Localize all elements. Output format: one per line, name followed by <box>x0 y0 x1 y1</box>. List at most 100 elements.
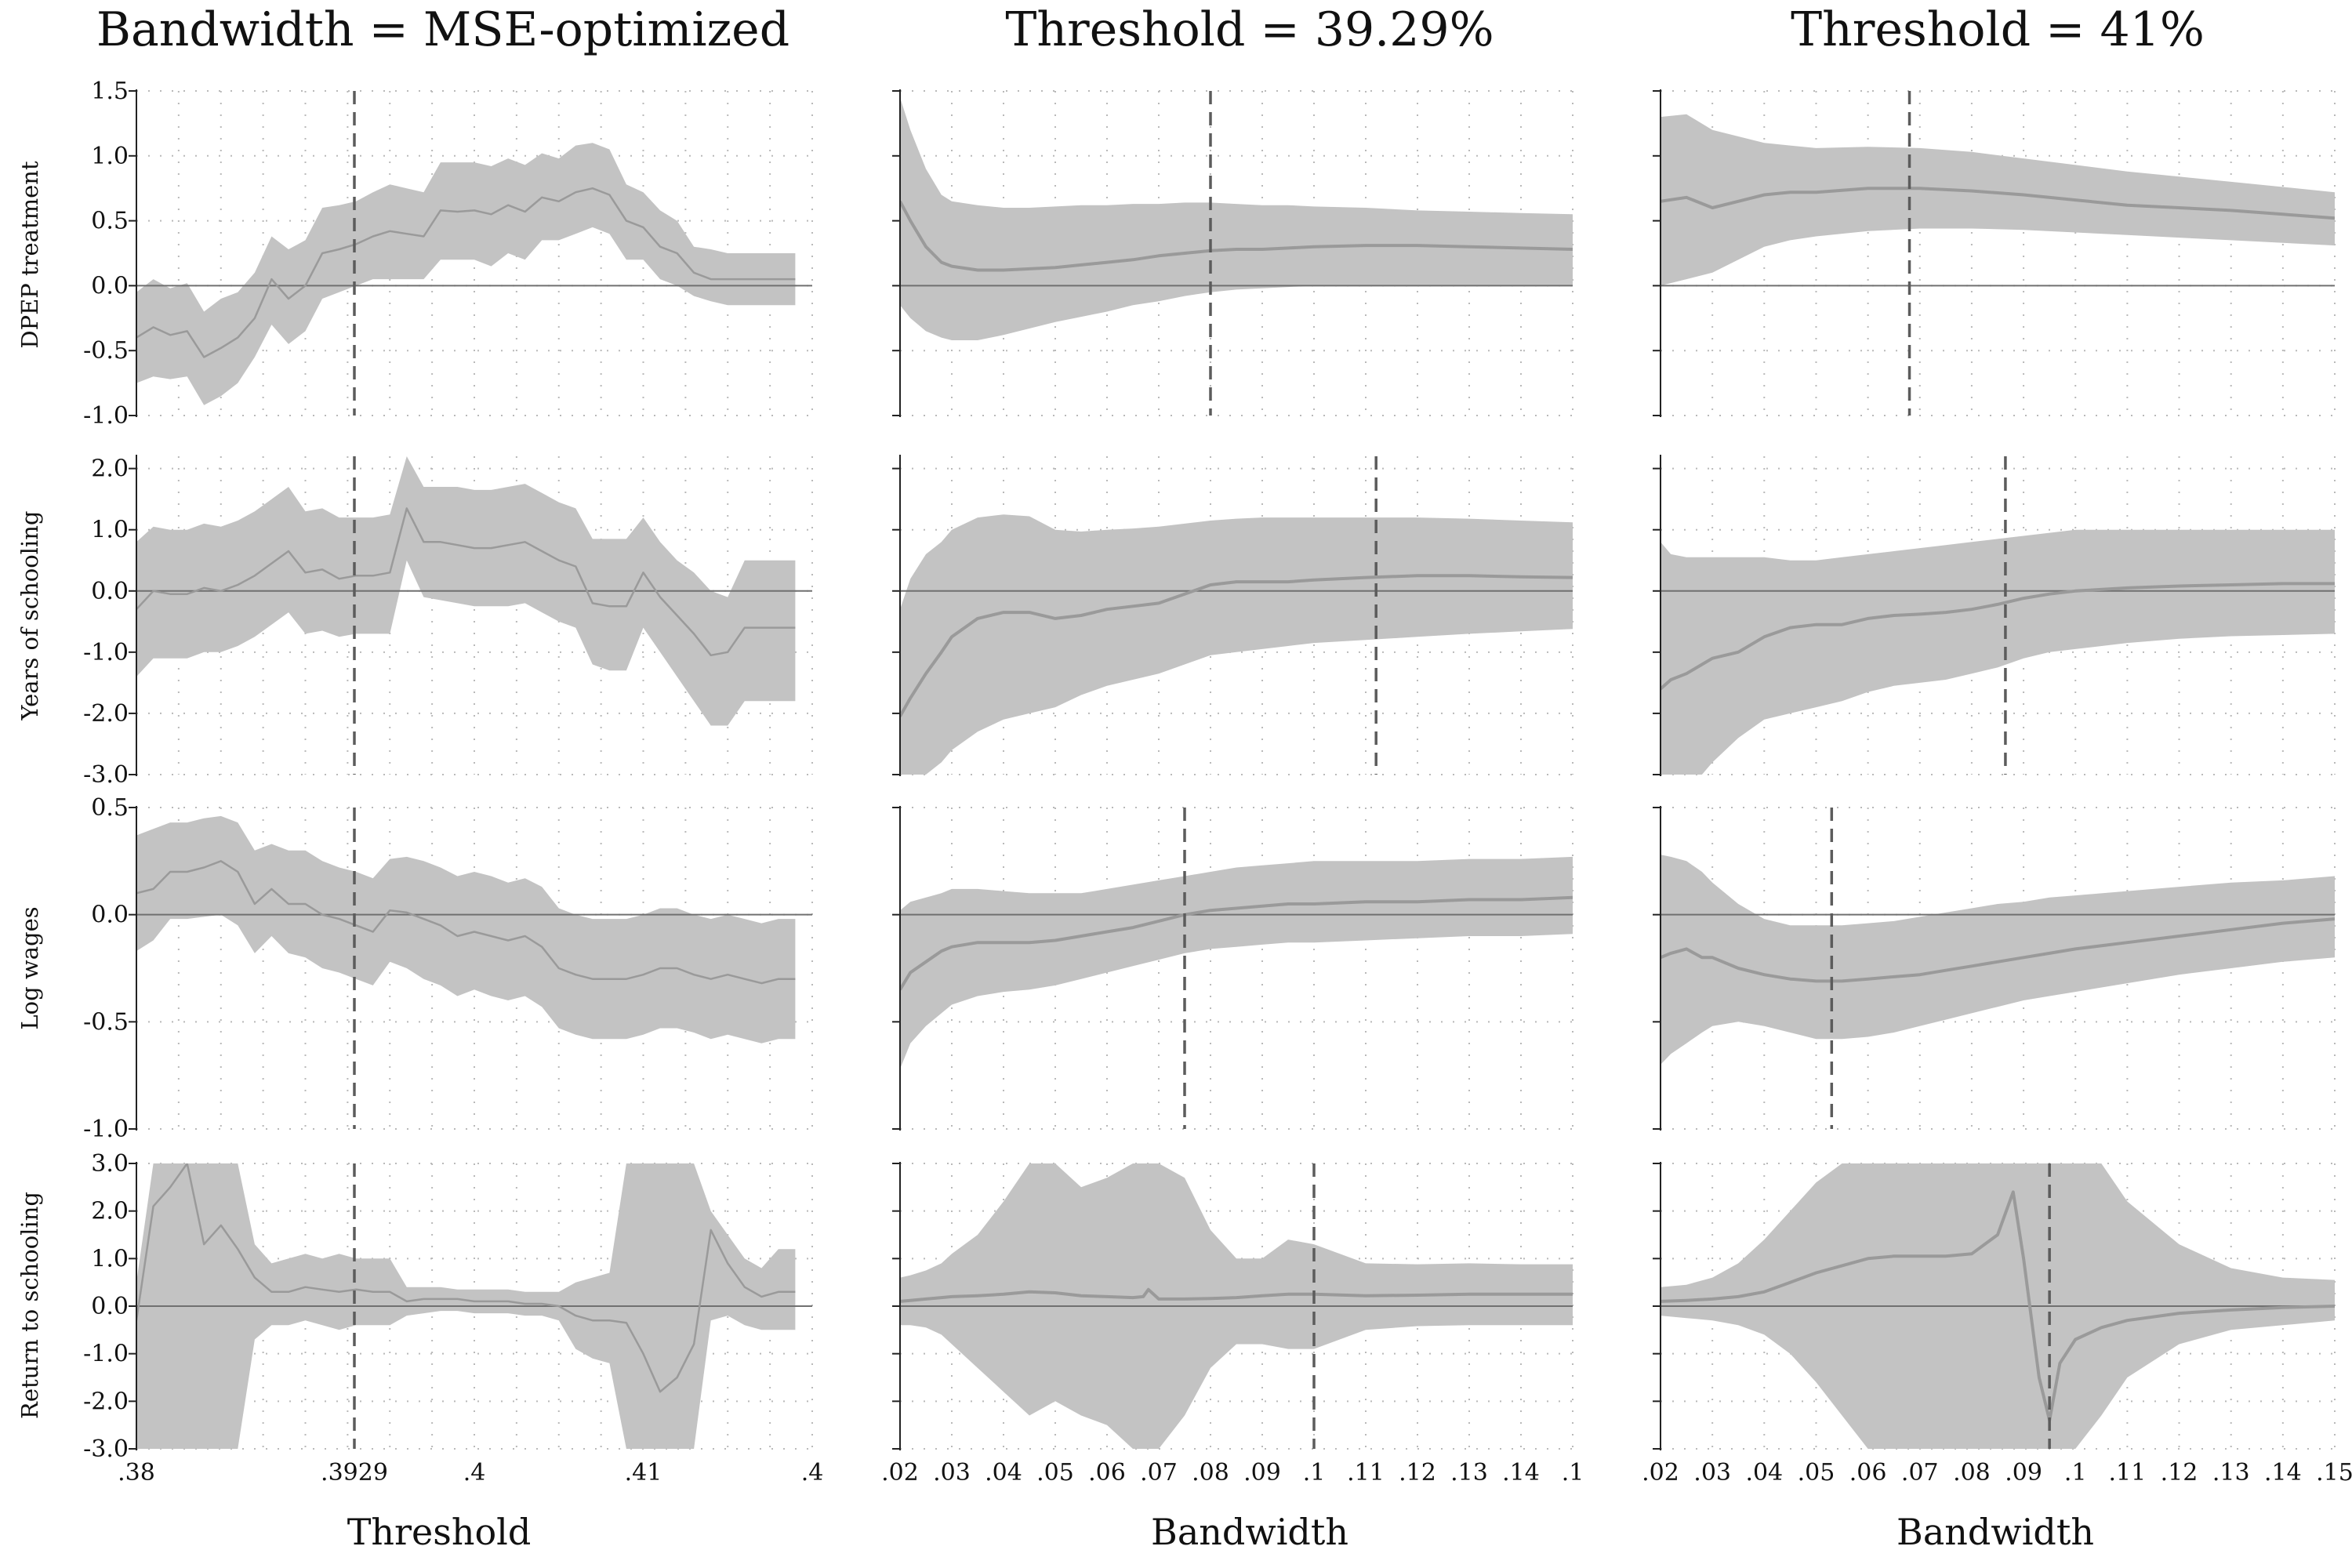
y-tick-label: 2.0 <box>91 1198 129 1225</box>
x-tick-label: .11 <box>1347 1459 1385 1486</box>
estimate-line <box>1661 917 2335 983</box>
estimate-line <box>1661 1190 2335 1422</box>
confidence-band <box>136 815 796 1044</box>
x-axis-title: Threshold <box>347 1511 532 1553</box>
x-tick-label: .4 <box>801 1459 824 1486</box>
estimate-line <box>136 1163 796 1393</box>
row-label: Return to schooling <box>16 1192 43 1419</box>
y-tick-label: -1.0 <box>83 402 129 430</box>
panel: 3.0 2.0 1.0 0.0 -1.0 -2.0 -3.0.38 .3929 .4 .41 .4 <box>83 1150 823 1486</box>
panel: 0.5 0.0 -0.5 -1.0 <box>83 794 813 1143</box>
panel: 1.5 1.0 0.5 0.0 -0.5 -1.0 <box>83 78 813 430</box>
estimate-line <box>1661 187 2335 220</box>
estimate-line <box>900 1287 1573 1303</box>
x-tick-label: .04 <box>985 1459 1022 1486</box>
row-label: DPEP treatment <box>16 161 43 349</box>
y-tick-label: 1.0 <box>91 1245 129 1272</box>
panel: .02 .03 .04 .05 .06 .07 .08 .09 .1 .11 .12 .13 .14 .1 <box>881 1162 1584 1486</box>
y-tick-label: 1.0 <box>91 517 129 544</box>
y-tick-label: -2.0 <box>83 700 129 728</box>
x-tick-label: .14 <box>1502 1459 1540 1486</box>
x-tick-label: .14 <box>2264 1459 2302 1486</box>
y-tick-label: -0.5 <box>83 1008 129 1036</box>
x-tick-label: .07 <box>1140 1459 1178 1486</box>
x-tick-label: .05 <box>1798 1459 1835 1486</box>
estimate-line <box>136 860 796 985</box>
y-tick-label: 1.5 <box>91 78 129 105</box>
x-tick-label: .1 <box>1562 1459 1584 1486</box>
panel <box>892 455 1573 776</box>
x-tick-label: .02 <box>1642 1459 1679 1486</box>
y-tick-label: -0.5 <box>83 337 129 365</box>
x-tick-label: .08 <box>1192 1459 1229 1486</box>
x-tick-label: .13 <box>2212 1459 2250 1486</box>
panel <box>1653 806 2336 1131</box>
y-tick-label: 1.0 <box>91 143 129 170</box>
x-tick-label: .03 <box>933 1459 971 1486</box>
panel: 2.0 1.0 0.0 -1.0 -2.0 -3.0 <box>83 455 813 789</box>
y-tick-label: 0.5 <box>91 208 129 235</box>
x-tick-label: .09 <box>2005 1459 2042 1486</box>
confidence-band <box>136 143 796 405</box>
y-tick-label: 0.0 <box>91 272 129 299</box>
confidence-band <box>1661 855 2335 1065</box>
x-tick-label: .12 <box>2161 1459 2198 1486</box>
column-title: Threshold = 39.29% <box>1005 2 1494 57</box>
y-tick-label: -1.0 <box>83 1116 129 1143</box>
confidence-band <box>1661 114 2335 286</box>
x-tick-label: .07 <box>1901 1459 1939 1486</box>
estimate-line <box>1661 582 2335 691</box>
x-tick-label: .03 <box>1693 1459 1731 1486</box>
x-tick-label: .4 <box>463 1459 486 1486</box>
x-tick-label: .3929 <box>321 1459 388 1486</box>
panel: .02 .03 .04 .05 .06 .07 .08 .09 .1 .11 .12 .13 .14 .1… <box>1642 1162 2352 1486</box>
x-tick-label: .41 <box>625 1459 662 1486</box>
y-tick-label: 3.0 <box>91 1150 129 1178</box>
panels: 1.5 1.0 0.5 0.0 -0.5 -1.0 2.0 1.0 0.0 -1.0 -2.0 -3.… <box>83 78 2352 1486</box>
x-tick-label: .1 <box>2064 1459 2087 1486</box>
x-tick-label: .11 <box>2109 1459 2147 1486</box>
row-label: Years of schooling <box>16 511 43 721</box>
panel <box>892 89 1573 417</box>
x-tick-label: .15 <box>2316 1459 2352 1486</box>
y-tick-label: 2.0 <box>91 456 129 483</box>
column-titles: Bandwidth = MSE-optimized Threshold = 39… <box>96 2 2205 57</box>
x-axis-title: Bandwidth <box>1896 1511 2094 1553</box>
column-title: Bandwidth = MSE-optimized <box>96 2 789 57</box>
x-tick-label: .08 <box>1953 1459 1991 1486</box>
x-tick-label: .12 <box>1399 1459 1436 1486</box>
x-tick-label: .13 <box>1450 1459 1488 1486</box>
y-tick-label: -3.0 <box>83 1436 129 1463</box>
panel <box>1653 455 2336 776</box>
row-label: Log wages <box>16 906 43 1029</box>
estimate-line <box>900 200 1573 272</box>
panel <box>1653 89 2336 417</box>
x-tick-label: .06 <box>1088 1459 1126 1486</box>
y-tick-label: 0.0 <box>91 578 129 605</box>
estimate-line <box>900 574 1573 717</box>
confidence-band <box>900 97 1573 341</box>
row-labels: DPEP treatment Years of schooling Log wa… <box>16 161 43 1419</box>
estimate-line <box>136 507 796 657</box>
y-tick-label: 0.0 <box>91 1293 129 1320</box>
y-tick-label: 0.0 <box>91 902 129 929</box>
x-tick-label: .1 <box>1303 1459 1326 1486</box>
x-axis-title: Bandwidth <box>1151 1511 1348 1553</box>
confidence-band <box>1661 529 2335 775</box>
y-tick-label: -1.0 <box>83 639 129 666</box>
estimate-line <box>900 895 1573 991</box>
x-tick-label: .06 <box>1849 1459 1887 1486</box>
x-axis-titles: Threshold Bandwidth Bandwidth <box>347 1511 2094 1553</box>
x-tick-label: .38 <box>118 1459 155 1486</box>
confidence-band <box>900 856 1573 1069</box>
column-title: Threshold = 41% <box>1791 2 2205 57</box>
confidence-band <box>900 514 1573 775</box>
x-tick-label: .04 <box>1745 1459 1783 1486</box>
y-tick-label: -2.0 <box>83 1388 129 1415</box>
panel <box>892 806 1573 1131</box>
x-tick-label: .05 <box>1036 1459 1074 1486</box>
x-tick-label: .09 <box>1243 1459 1281 1486</box>
estimate-line <box>136 187 796 358</box>
x-tick-label: .02 <box>881 1459 919 1486</box>
